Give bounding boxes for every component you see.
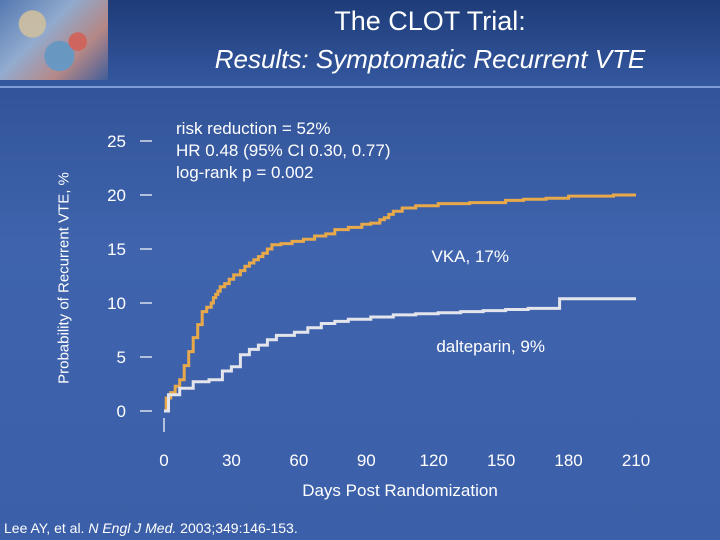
y-tick-label: 25: [107, 132, 126, 151]
y-tick-label: 15: [107, 240, 126, 259]
title-band: The CLOT Trial: Results: Symptomatic Rec…: [0, 0, 720, 88]
stat-annotation: log-rank p = 0.002: [176, 163, 314, 182]
x-tick-label: 60: [289, 451, 308, 470]
series-line-dalteparin: [164, 297, 636, 413]
trial-logo-image: [0, 0, 108, 80]
header-divider: [0, 86, 720, 88]
chart-annotations: risk reduction = 52% HR 0.48 (95% CI 0.30…: [176, 119, 545, 356]
x-tick-label: 120: [420, 451, 448, 470]
y-tick-label: 10: [107, 294, 126, 313]
x-tick-label: 210: [622, 451, 650, 470]
y-tick-label: 0: [117, 402, 126, 421]
slide-subtitle: Results: Symptomatic Recurrent VTE: [214, 44, 646, 74]
stat-annotation: HR 0.48 (95% CI 0.30, 0.77): [176, 141, 391, 160]
chart-series: [164, 193, 636, 413]
series-label-vka: VKA, 17%: [432, 247, 510, 266]
chart-ticks: 0 5 10 15 20 25 0 30 60 90 120 150 180 210: [107, 132, 650, 470]
y-axis-label-text: Probability of Recurrent VTE, %: [55, 172, 73, 384]
citation-authors: Lee AY, et al.: [4, 520, 85, 536]
x-tick-label: 180: [554, 451, 582, 470]
x-tick-label: 30: [222, 451, 241, 470]
x-tick-label: 90: [357, 451, 376, 470]
x-tick-label: 150: [487, 451, 515, 470]
series-line-vka: [164, 193, 636, 413]
citation-journal: N Engl J Med.: [88, 520, 177, 536]
stat-annotation: risk reduction = 52%: [176, 119, 331, 138]
y-tick-label: 20: [107, 186, 126, 205]
citation-ref: 2003;349:146-153.: [180, 520, 298, 536]
x-tick-label: 0: [159, 451, 168, 470]
citation: Lee AY, et al. N Engl J Med. 2003;349:14…: [4, 520, 298, 536]
series-label-dalteparin: dalteparin, 9%: [436, 337, 545, 356]
x-axis-label: Days Post Randomization: [302, 481, 498, 500]
slide-title: The CLOT Trial:: [334, 6, 526, 36]
y-tick-label: 5: [117, 348, 126, 367]
